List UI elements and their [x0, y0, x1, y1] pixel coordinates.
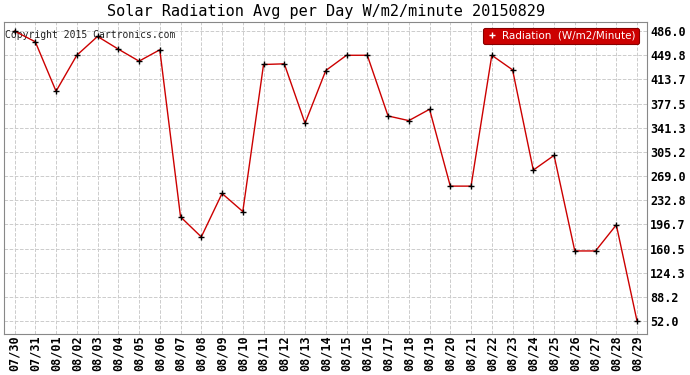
- Title: Solar Radiation Avg per Day W/m2/minute 20150829: Solar Radiation Avg per Day W/m2/minute …: [107, 4, 545, 19]
- Legend: Radiation  (W/m2/Minute): Radiation (W/m2/Minute): [482, 27, 639, 44]
- Text: Copyright 2015 Cartronics.com: Copyright 2015 Cartronics.com: [6, 30, 176, 39]
